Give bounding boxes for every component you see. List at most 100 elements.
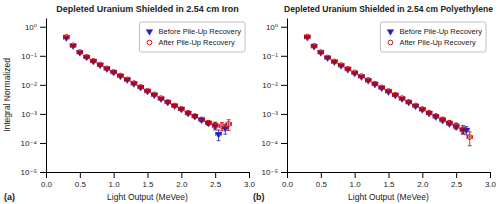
point <box>332 59 337 64</box>
point <box>352 70 357 75</box>
x-error-bar <box>406 100 411 104</box>
point <box>192 114 197 119</box>
legend-frame <box>380 22 486 52</box>
legend-symbol <box>388 40 393 45</box>
x-error-bar <box>467 135 472 139</box>
x-tick-label: 1.0 <box>109 180 121 189</box>
x-error-bar <box>453 123 458 127</box>
point <box>199 117 204 122</box>
y-tick-mark <box>281 143 287 144</box>
x-tick-mark <box>422 172 423 178</box>
x-error-bar <box>70 44 75 48</box>
point <box>172 103 177 108</box>
x-tick-label: 0.5 <box>75 180 87 189</box>
x-tick-mark <box>148 172 149 178</box>
point <box>413 103 418 108</box>
y-tick-mark <box>281 27 287 28</box>
x-tick: 1.5 <box>142 172 154 189</box>
point <box>312 43 317 48</box>
point <box>318 50 323 55</box>
x-error-bar <box>372 82 377 86</box>
legend-frame <box>139 22 245 52</box>
panel: 0.00.51.01.52.02.53.010⁻⁵10⁻⁴10⁻³10⁻²10⁻… <box>20 19 255 189</box>
point <box>215 132 221 138</box>
x-tick-label: 1.5 <box>383 180 395 189</box>
x-error-bar <box>111 70 116 74</box>
x-tick-label: 2.0 <box>176 180 188 189</box>
x-tick-label: 0.0 <box>41 180 53 189</box>
y-error-bar <box>200 118 204 121</box>
x-error-bar <box>185 111 190 115</box>
point <box>165 99 170 104</box>
x-tick-mark <box>287 172 288 178</box>
point <box>186 110 191 115</box>
panel: 0.00.51.01.52.02.53.010⁻⁵10⁻⁴10⁻³10⁻²10⁻… <box>261 19 496 189</box>
y-tick-label: 10⁻⁴ <box>20 139 37 148</box>
x-error-bar <box>104 66 109 70</box>
point <box>145 88 150 93</box>
y-error-bar <box>227 120 231 131</box>
point <box>105 66 110 71</box>
x-tick-mark <box>46 172 47 178</box>
legend-symbol <box>387 30 393 36</box>
point <box>406 99 411 104</box>
x-tick-mark <box>389 172 390 178</box>
y-tick: 10⁻¹ <box>21 52 46 61</box>
y-tick-label: 10⁻⁵ <box>21 168 37 177</box>
y-error-bar <box>441 118 445 122</box>
x-error-bar <box>118 73 123 77</box>
y-tick-mark <box>281 172 287 173</box>
point <box>111 69 116 74</box>
x-error-bar <box>399 96 404 100</box>
y-tick-label: 10⁻³ <box>21 110 37 119</box>
point <box>393 92 398 97</box>
point <box>124 78 130 84</box>
point <box>427 110 432 115</box>
x-tick: 2.0 <box>417 172 429 189</box>
y-tick-label: 10⁻³ <box>262 110 278 119</box>
x-error-bar <box>359 74 364 78</box>
x-tick-mark <box>215 172 216 178</box>
y-tick: 10⁻⁴ <box>20 139 46 148</box>
x-error-bar <box>131 81 136 85</box>
y-error-bar <box>434 115 438 118</box>
x-tick-mark <box>249 172 250 178</box>
point <box>159 96 164 101</box>
x-tick-label: 3.0 <box>485 180 497 189</box>
x-error-bar <box>460 127 465 131</box>
y-tick-label: 10⁻⁴ <box>261 139 278 148</box>
x-error-bar <box>345 67 350 71</box>
y-error-bar <box>220 123 224 131</box>
legend: Before Pile-Up RecoveryAfter Pile-Up Rec… <box>139 22 245 52</box>
y-axis-title: Integral Normalized <box>2 58 12 132</box>
y-tick: 10⁻² <box>21 81 46 90</box>
point <box>90 59 96 65</box>
x-error-bar <box>365 78 370 82</box>
x-error-bar <box>305 35 310 39</box>
point <box>213 122 218 127</box>
y-tick-label: 10⁻² <box>262 81 278 90</box>
x-axis: 0.00.51.01.52.02.53.0 <box>41 172 256 189</box>
y-tick: 10⁻⁵ <box>262 168 287 177</box>
title: Depleted Uranium Shielded in 2.54 cm Pol… <box>284 4 493 14</box>
point <box>220 124 225 129</box>
point <box>138 85 143 90</box>
point <box>178 107 184 113</box>
point <box>71 43 76 48</box>
x-tick-mark <box>80 172 81 178</box>
x-error-bar <box>447 121 452 125</box>
x-error-bar <box>179 107 184 111</box>
x-tick: 0.0 <box>282 172 294 189</box>
y-tick: 10⁻¹ <box>262 52 287 61</box>
x-tick: 1.0 <box>350 172 362 189</box>
panel-label: (a) <box>4 192 15 202</box>
y-tick-mark <box>281 56 287 57</box>
x-tick-label: 2.0 <box>417 180 429 189</box>
x-tick-label: 0.5 <box>316 180 328 189</box>
legend: Before Pile-Up RecoveryAfter Pile-Up Rec… <box>380 22 486 52</box>
y-tick-mark <box>40 143 46 144</box>
y-error-bar <box>447 121 451 125</box>
point <box>152 92 157 97</box>
point <box>125 77 130 82</box>
x-error-bar <box>64 35 69 39</box>
